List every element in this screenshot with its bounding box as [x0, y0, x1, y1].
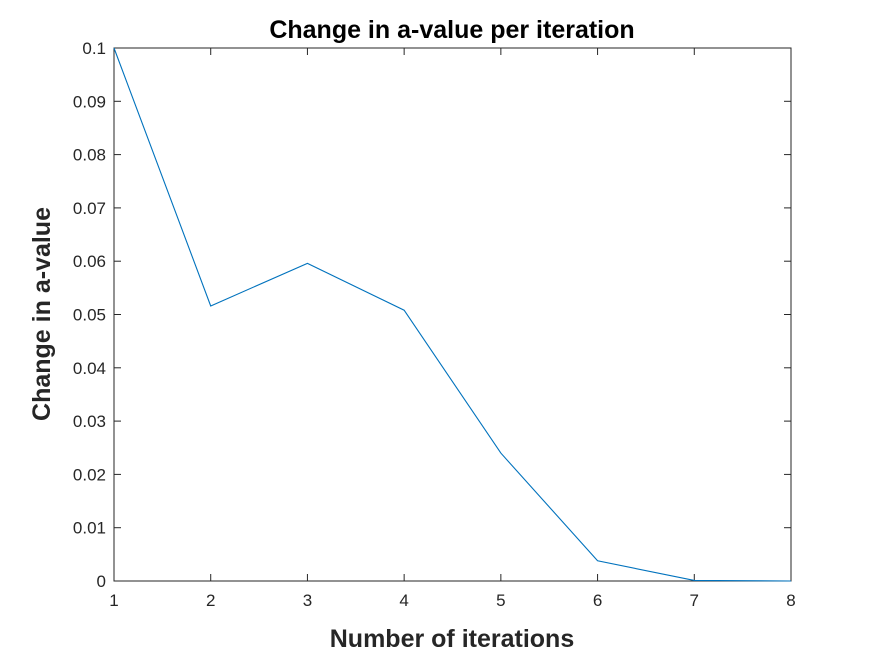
- chart-title: Change in a-value per iteration: [269, 16, 634, 44]
- x-tick-label: 8: [786, 591, 795, 610]
- y-tick-label: 0.06: [73, 252, 106, 271]
- y-tick-label: 0.07: [73, 199, 106, 218]
- x-axis: 1 2 3 4 5 6 7 8: [109, 48, 796, 610]
- y-tick-label: 0.01: [73, 519, 106, 538]
- plot-area: [113, 47, 792, 582]
- x-axis-title: Number of iterations: [330, 625, 574, 653]
- x-tick-label: 7: [690, 591, 699, 610]
- x-tick-label: 6: [593, 591, 602, 610]
- x-tick-label: 5: [496, 591, 505, 610]
- x-tick-label: 1: [109, 591, 118, 610]
- x-tick-label: 4: [399, 591, 408, 610]
- y-tick-label: 0.02: [73, 465, 106, 484]
- y-axis: 0 0.01 0.02 0.03 0.04 0.05 0.06 0.07 0.08 0.09 0.1: [73, 39, 791, 591]
- y-tick-label: 0.09: [73, 92, 106, 111]
- series-line: [113, 47, 792, 582]
- y-tick-label: 0.1: [82, 39, 106, 58]
- y-tick-label: 0.05: [73, 306, 106, 325]
- y-tick-label: 0.03: [73, 412, 106, 431]
- x-tick-label: 3: [303, 591, 312, 610]
- y-axis-title: Change in a-value: [28, 207, 56, 421]
- x-tick-label: 2: [206, 591, 215, 610]
- y-tick-label: 0: [97, 572, 106, 591]
- y-tick-label: 0.04: [73, 359, 106, 378]
- y-tick-label: 0.08: [73, 146, 106, 165]
